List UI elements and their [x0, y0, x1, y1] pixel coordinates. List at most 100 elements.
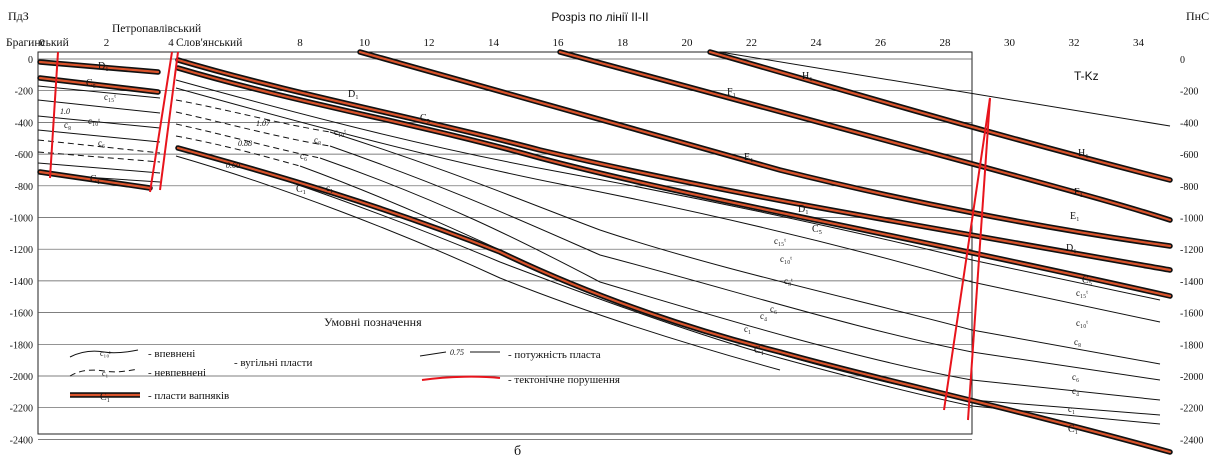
- legend-title: Умовні позначення: [324, 315, 422, 329]
- bed-label: c₁₀ᵗ: [88, 116, 100, 126]
- bed-label: c₁₀ᵗ: [1076, 318, 1088, 328]
- bed-label: C₅: [420, 113, 430, 124]
- bed-label: D₁: [98, 61, 109, 72]
- y-tick-label-left: -800: [15, 182, 33, 193]
- x-tick-label: 12: [424, 37, 435, 49]
- bed-label: C₁: [1068, 424, 1078, 435]
- y-tick-label-left: -600: [15, 150, 33, 161]
- bed-label: C₁: [296, 184, 306, 195]
- y-tick-label-right: -800: [1180, 182, 1198, 193]
- bed-label: H₁: [1078, 148, 1089, 159]
- y-tick-label-left: -1400: [10, 277, 33, 288]
- seam-line: [37, 85, 161, 99]
- zone-label: T-Kz: [1074, 69, 1099, 83]
- x-tick-labels: 0 2 4 8 10 12 14 16 18 20 22 24 26 28 30 32 34: [39, 37, 1144, 49]
- bed-label: D₁: [348, 89, 359, 100]
- block-label-petropavlivskyi: Петропавлівський: [112, 23, 201, 35]
- bed-label: c₆: [770, 304, 777, 314]
- x-tick-label: 34: [1133, 37, 1145, 49]
- block-label-slovianskyi: Слов'янський: [176, 37, 242, 49]
- y-tick-label-left: -2400: [10, 435, 33, 446]
- x-tick-label: 10: [359, 37, 371, 49]
- fault-line: [159, 51, 179, 191]
- legend-confident: - впевнені: [148, 348, 195, 360]
- bed-label: c₈ᵗ: [784, 276, 793, 286]
- limestone-beds: [37, 49, 1173, 455]
- x-tick-label: 30: [1004, 37, 1016, 49]
- footer-letter: б: [514, 444, 521, 456]
- y-tick-label-right: -600: [1180, 150, 1198, 161]
- bed-label: H₁: [802, 71, 813, 82]
- bed-label: E₁: [744, 152, 754, 163]
- seam-line: [971, 281, 1161, 323]
- bed-label: c₁: [326, 183, 333, 193]
- depth-gridlines: [38, 58, 972, 440]
- bed-label: C₅: [1082, 275, 1092, 286]
- bed-label: C₅: [86, 78, 96, 89]
- bed-label: c₄: [760, 311, 767, 321]
- bed-label: E₁: [1070, 211, 1080, 222]
- seam-line: [175, 135, 301, 167]
- bed-label: c₁₀ᵗ: [780, 254, 792, 264]
- bed-label: 1.07: [256, 119, 271, 128]
- seam-line: [329, 145, 973, 353]
- legend-symbol-lime: C₁: [100, 392, 110, 403]
- x-tick-label: 14: [488, 37, 500, 49]
- bed-label: c₁₀ᵗ: [334, 127, 346, 137]
- y-tick-label-right: -2200: [1180, 404, 1203, 415]
- bed-label: 0.60: [226, 161, 240, 170]
- bed-label: c₈: [64, 120, 71, 130]
- seam-line: [971, 399, 1161, 416]
- seam-line: [37, 151, 161, 163]
- seam-line: [329, 131, 973, 331]
- legend-faults: - тектонічне порушення: [508, 374, 620, 386]
- seam-line: [719, 51, 1171, 127]
- seam-line: [971, 351, 1161, 381]
- bed-label: F₁: [727, 87, 736, 98]
- legend-symbol-uncertain: c₁: [102, 369, 109, 378]
- x-tick-label: 16: [553, 37, 565, 49]
- y-tick-label-left: -2000: [10, 372, 33, 383]
- bed-label: c₈: [314, 135, 321, 145]
- bed-label: c₄: [1072, 386, 1079, 396]
- y-tick-label-left: -400: [15, 118, 33, 129]
- y-tick-label-right: -1200: [1180, 245, 1203, 256]
- legend-symbol-thickness: 0.75: [450, 348, 464, 357]
- bed-label: c₁₅ᵗ: [104, 92, 116, 102]
- fault-line: [967, 97, 991, 421]
- fault-line: [149, 51, 173, 193]
- seam-line: [175, 145, 973, 407]
- x-tick-label: 8: [297, 37, 303, 49]
- y-tick-label-right: -2000: [1180, 372, 1203, 383]
- seam-line: [971, 379, 1161, 401]
- seam-line: [37, 99, 161, 114]
- bed-label: F₁: [1074, 187, 1083, 198]
- bed-label: c₁: [1068, 404, 1075, 414]
- y-tick-label-right: -1600: [1180, 309, 1203, 320]
- legend-uncertain: - невпевнені: [148, 367, 206, 379]
- bed-label: C₁: [90, 174, 100, 185]
- y-tick-label-left: -2200: [10, 404, 33, 415]
- x-tick-label: 0: [39, 37, 45, 49]
- x-tick-label: 22: [746, 37, 757, 49]
- y-tick-labels: 0 0 -200 -200 -400 -400 -600 -600 -800 -800 -1000 -…: [10, 55, 1204, 446]
- seam-line: [37, 129, 161, 143]
- legend-thickness: - потужність пласта: [508, 349, 601, 361]
- seam-line: [175, 79, 973, 261]
- bed-label: D₁: [1066, 243, 1077, 254]
- x-tick-label: 2: [104, 37, 110, 49]
- y-tick-label-right: -1800: [1180, 340, 1203, 351]
- y-tick-label-left: 0: [28, 55, 33, 66]
- legend-symbol-coal: c₁₀ᵗ: [100, 349, 111, 358]
- bed-label: D₁: [798, 204, 809, 215]
- seam-line: [37, 115, 161, 129]
- bed-label: c₆: [98, 138, 105, 148]
- seam-line: [175, 155, 781, 371]
- seam-line: [971, 259, 1161, 301]
- coal-seams: [37, 51, 1171, 425]
- y-tick-label-left: -1800: [10, 340, 33, 351]
- x-tick-label: 28: [940, 37, 952, 49]
- block-label-brahinskyi: Брагинський: [6, 37, 69, 49]
- bed-label: c₆: [300, 151, 307, 161]
- x-tick-label: 24: [811, 37, 823, 49]
